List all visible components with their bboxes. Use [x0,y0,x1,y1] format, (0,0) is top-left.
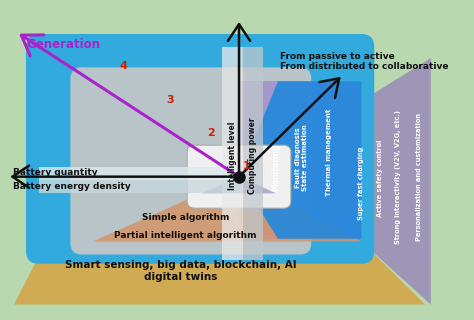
Bar [243,47,263,260]
Text: Thermal management: Thermal management [326,109,332,196]
Text: Simple algorithm: Simple algorithm [142,213,229,222]
Text: Intelligent level: Intelligent level [228,121,237,189]
Text: Smart sensing, big data, blockchain, AI
digital twins: Smart sensing, big data, blockchain, AI … [65,260,296,282]
Polygon shape [239,58,431,305]
Text: 4: 4 [119,61,128,71]
Polygon shape [239,81,361,239]
Polygon shape [239,81,361,239]
Text: Computing power: Computing power [248,117,257,194]
Text: Active safety control: Active safety control [377,140,383,217]
Text: 3: 3 [166,95,173,105]
Text: Generation: Generation [26,38,100,51]
Polygon shape [202,177,276,193]
Text: Fault diagnosis
State estimation: Fault diagnosis State estimation [294,125,308,191]
Polygon shape [92,177,361,242]
Text: Monitoring: Monitoring [272,144,281,191]
Text: Partial intelligent algorithm: Partial intelligent algorithm [114,231,256,240]
Text: 1: 1 [243,161,250,171]
Polygon shape [14,242,425,305]
Text: Strong interactivity (V2V, V2G, etc.): Strong interactivity (V2V, V2G, etc.) [395,110,401,244]
FancyBboxPatch shape [26,34,374,264]
Text: From passive to active
From distributed to collaborative: From passive to active From distributed … [280,52,448,71]
FancyBboxPatch shape [71,67,311,254]
FancyBboxPatch shape [0,8,443,312]
Text: Battery energy density: Battery energy density [13,182,131,191]
Text: Battery quantity: Battery quantity [13,168,98,177]
Bar [39,180,241,193]
FancyBboxPatch shape [187,145,291,208]
Bar [222,47,243,260]
Text: Super fast charging: Super fast charging [358,147,365,220]
Text: Personalization and customization: Personalization and customization [416,113,422,241]
Text: 2: 2 [208,128,215,138]
Bar [39,167,241,180]
